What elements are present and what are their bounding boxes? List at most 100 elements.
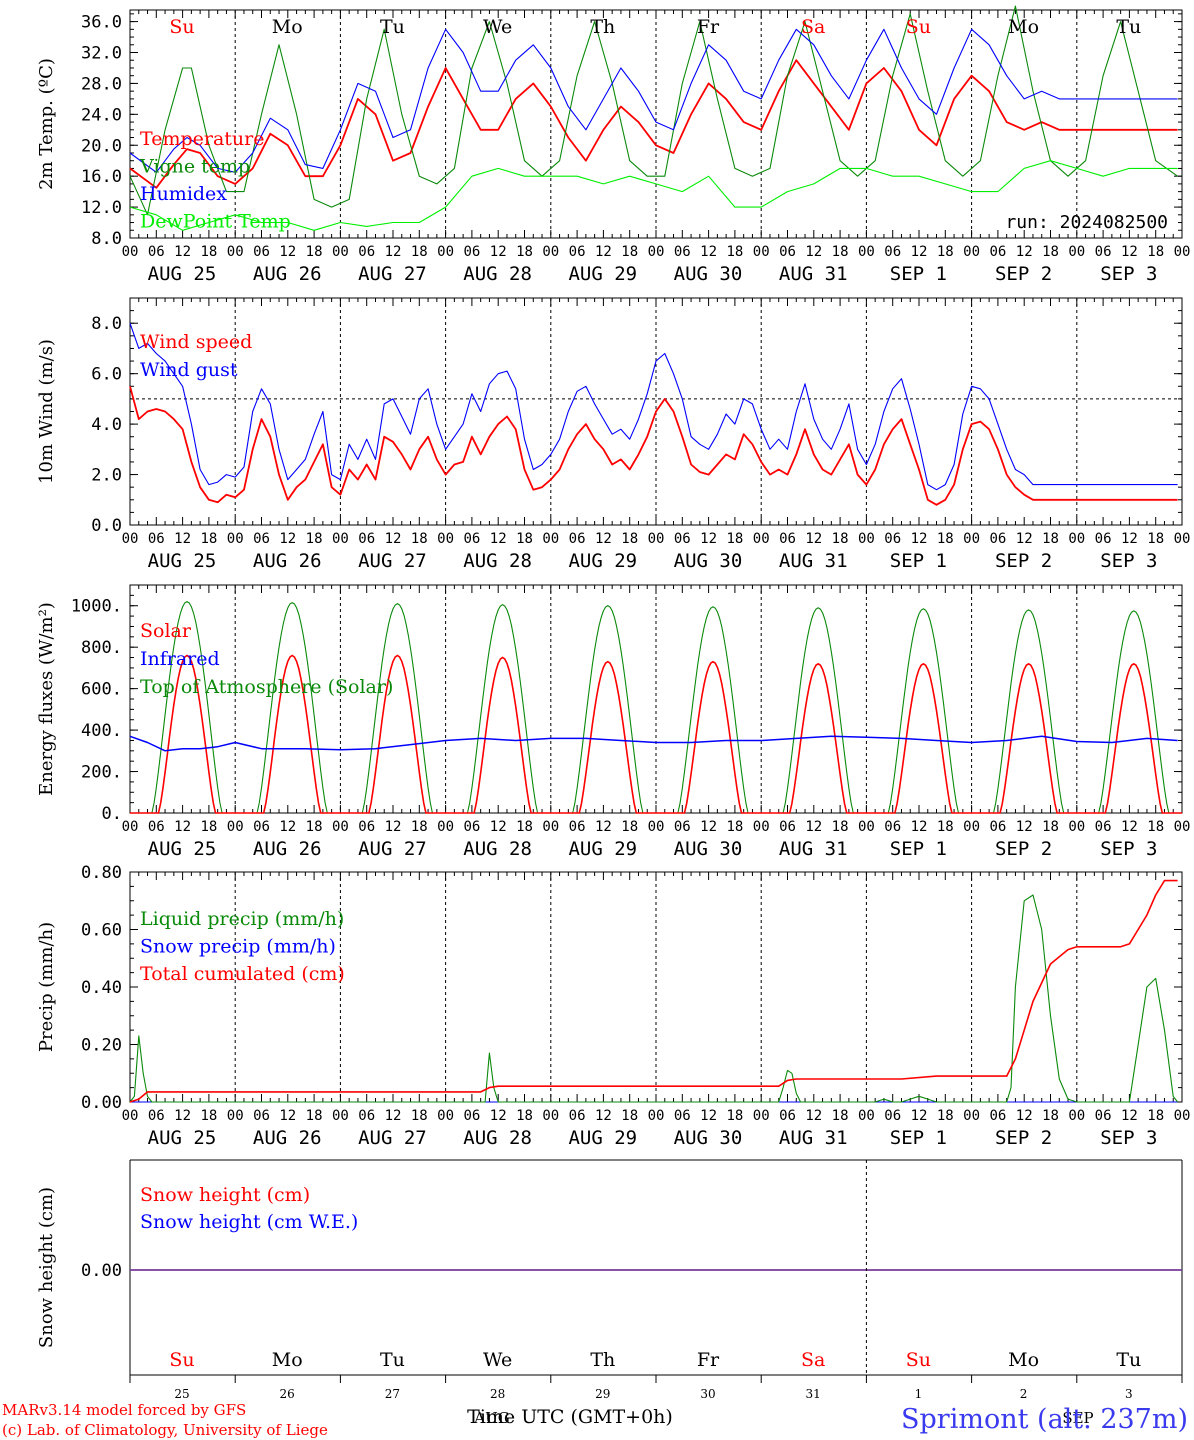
x-hour-label: 18 <box>516 531 533 547</box>
weekday-label: Fr <box>697 16 720 38</box>
x-date-label: SEP 3 <box>1100 838 1157 860</box>
x-hour-label: 18 <box>200 819 217 835</box>
x-day-number: 3 <box>1125 1387 1133 1401</box>
x-hour-label: 06 <box>463 244 480 260</box>
x-hour-label: 00 <box>648 1108 665 1124</box>
x-hour-label: 18 <box>516 819 533 835</box>
x-hour-label: 00 <box>437 1108 454 1124</box>
x-hour-label: 18 <box>726 531 743 547</box>
y-tick-label: 0.00 <box>81 1261 122 1281</box>
legend-dewpoint-temp: DewPoint Temp <box>140 211 291 233</box>
x-hour-label: 18 <box>1042 1108 1059 1124</box>
y-tick-label: 12.0 <box>81 198 122 218</box>
x-hour-label: 06 <box>1095 819 1112 835</box>
x-hour-label: 06 <box>253 244 270 260</box>
legend-wind-gust: Wind gust <box>140 359 238 381</box>
time-axis-label: Time UTC (GMT+0h) <box>467 1406 673 1428</box>
x-hour-label: 18 <box>937 1108 954 1124</box>
legend-solar: Solar <box>140 620 192 642</box>
y-tick-label: 0.20 <box>81 1036 122 1056</box>
footer-copyright: (c) Lab. of Climatology, University of L… <box>2 1421 328 1439</box>
x-hour-label: 12 <box>1121 1108 1138 1124</box>
y-tick-label: 600. <box>81 680 122 700</box>
x-hour-label: 18 <box>306 1108 323 1124</box>
y-tick-label: 24.0 <box>81 105 122 125</box>
x-hour-label: 06 <box>358 819 375 835</box>
x-hour-label: 06 <box>674 531 691 547</box>
y-axis-label: Energy fluxes (W/m²) <box>36 602 57 796</box>
x-hour-label: 06 <box>358 531 375 547</box>
series-dewpoint-temp <box>129 160 1178 231</box>
x-hour-label: 12 <box>911 819 928 835</box>
series-vigne-temp <box>129 5 1178 216</box>
weekday-label: Su <box>906 16 931 38</box>
weekday-label: Sa <box>801 16 825 38</box>
x-hour-label: 12 <box>700 819 717 835</box>
x-hour-label: 00 <box>963 244 980 260</box>
x-hour-label: 00 <box>227 244 244 260</box>
x-hour-label: 18 <box>306 819 323 835</box>
x-date-label: SEP 3 <box>1100 550 1157 572</box>
y-tick-label: 0.80 <box>81 863 122 883</box>
x-hour-label: 06 <box>1095 244 1112 260</box>
x-date-label: AUG 26 <box>253 550 322 572</box>
weekday-label: Tu <box>1116 1349 1141 1371</box>
x-hour-label: 12 <box>385 1108 402 1124</box>
x-date-label: AUG 25 <box>148 263 217 285</box>
x-date-label: AUG 29 <box>568 550 637 572</box>
x-hour-label: 00 <box>542 819 559 835</box>
x-hour-label: 18 <box>1147 819 1164 835</box>
x-hour-label: 06 <box>1095 531 1112 547</box>
legend-temperature: Temperature <box>140 128 264 150</box>
x-date-label: SEP 2 <box>995 1127 1052 1149</box>
x-date-label: AUG 26 <box>253 838 322 860</box>
y-tick-label: 2.0 <box>91 466 122 486</box>
x-hour-label: 00 <box>1174 819 1191 835</box>
series-wind-gust <box>129 323 1178 491</box>
x-hour-label: 18 <box>306 531 323 547</box>
x-hour-label: 06 <box>463 531 480 547</box>
x-hour-label: 06 <box>148 244 165 260</box>
x-hour-label: 00 <box>753 244 770 260</box>
x-hour-label: 06 <box>674 1108 691 1124</box>
y-axis-label: Precip (mm/h) <box>36 922 57 1052</box>
x-hour-label: 00 <box>858 531 875 547</box>
x-day-number: 1 <box>915 1387 923 1401</box>
x-hour-label: 00 <box>963 531 980 547</box>
x-date-label: AUG 31 <box>779 838 848 860</box>
x-hour-label: 12 <box>1121 531 1138 547</box>
x-hour-label: 18 <box>621 244 638 260</box>
x-hour-label: 12 <box>1121 244 1138 260</box>
x-hour-label: 12 <box>700 531 717 547</box>
x-date-label: AUG 28 <box>463 550 532 572</box>
y-tick-label: 0.60 <box>81 921 122 941</box>
x-hour-label: 12 <box>174 819 191 835</box>
x-hour-label: 06 <box>1095 1108 1112 1124</box>
x-hour-label: 00 <box>122 244 139 260</box>
x-hour-label: 00 <box>542 244 559 260</box>
x-hour-label: 00 <box>753 531 770 547</box>
x-date-label: AUG 28 <box>463 838 532 860</box>
overlap-month-sep: SEP <box>1062 1409 1093 1427</box>
y-tick-label: 1000. <box>71 597 122 617</box>
x-hour-label: 12 <box>279 1108 296 1124</box>
weekday-label: Mo <box>272 1349 303 1371</box>
x-date-label: SEP 1 <box>890 550 947 572</box>
x-day-number: 29 <box>595 1387 610 1401</box>
x-hour-label: 18 <box>726 244 743 260</box>
x-hour-label: 00 <box>437 531 454 547</box>
x-hour-label: 18 <box>411 1108 428 1124</box>
x-hour-label: 00 <box>122 819 139 835</box>
x-hour-label: 06 <box>148 531 165 547</box>
x-date-label: SEP 2 <box>995 263 1052 285</box>
x-hour-label: 12 <box>174 244 191 260</box>
x-hour-label: 18 <box>832 819 849 835</box>
overlap-month-aug: AUG <box>473 1409 509 1427</box>
x-date-label: SEP 3 <box>1100 263 1157 285</box>
x-hour-label: 06 <box>884 819 901 835</box>
x-hour-label: 18 <box>411 244 428 260</box>
y-tick-label: 36.0 <box>81 13 122 33</box>
x-hour-label: 18 <box>726 1108 743 1124</box>
series-total-cumulated <box>129 879 1178 1103</box>
x-date-label: AUG 30 <box>674 550 743 572</box>
